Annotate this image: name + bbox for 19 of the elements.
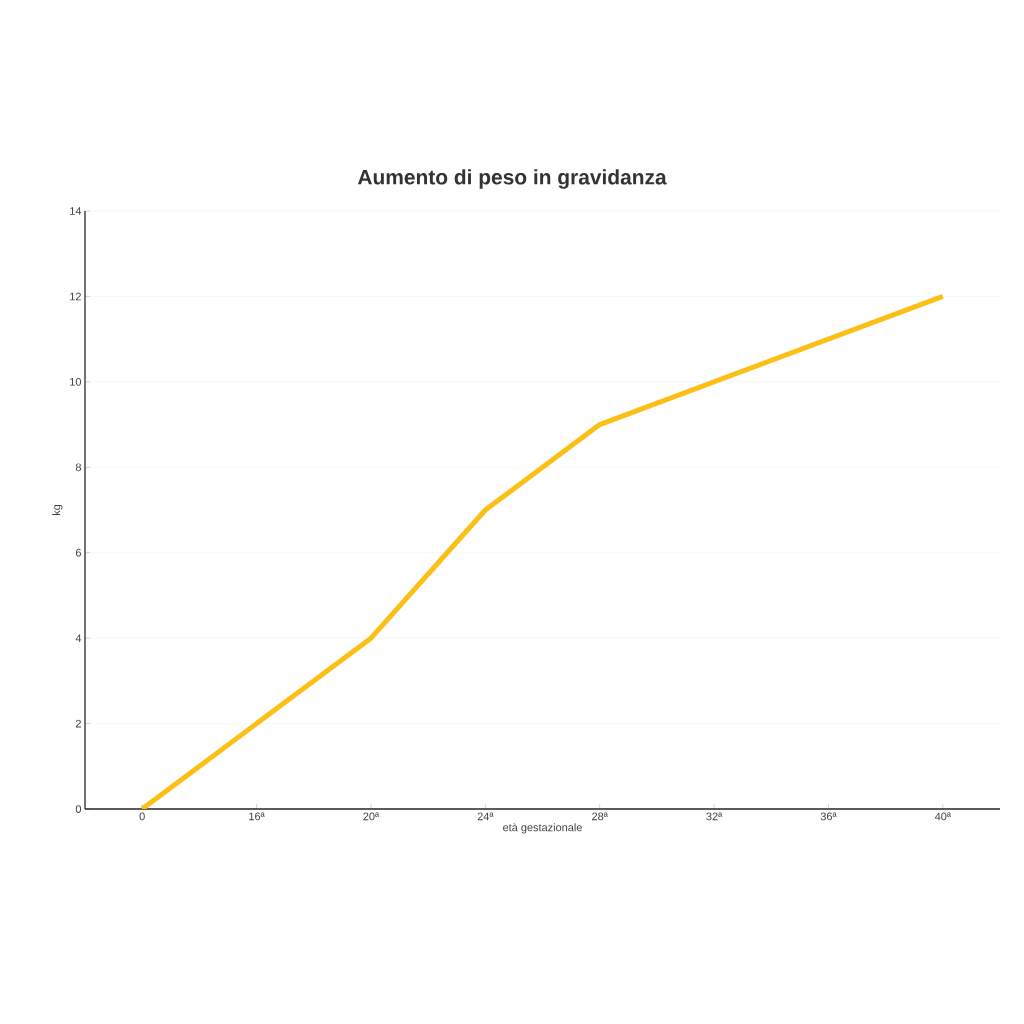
y-tick-label: 4	[75, 634, 82, 642]
y-axis-title: kg	[52, 504, 63, 516]
x-tick-label: 32ª	[706, 812, 723, 821]
y-tick-label: 6	[75, 548, 81, 557]
y-tick-label: 2	[75, 719, 81, 728]
chart-title: Aumento di peso in gravidanza	[357, 169, 667, 189]
x-tick-label: 40ª	[934, 812, 951, 821]
x-tick-label: 28ª	[592, 812, 608, 821]
x-tick-label: 20ª	[363, 812, 380, 821]
x-axis-title: età gestazionale	[503, 823, 582, 834]
x-tick-label: 0	[139, 812, 145, 821]
x-tick-label: 24ª	[477, 812, 494, 821]
y-tick-label: 8	[75, 463, 81, 472]
y-tick-label: 14	[70, 207, 82, 215]
y-tick-label: 0	[75, 805, 82, 813]
x-tick-label: 36ª	[820, 812, 837, 821]
y-tick-label: 10	[70, 377, 82, 386]
y-tick-label: 12	[70, 292, 81, 301]
x-tick-label: 16ª	[249, 812, 265, 821]
